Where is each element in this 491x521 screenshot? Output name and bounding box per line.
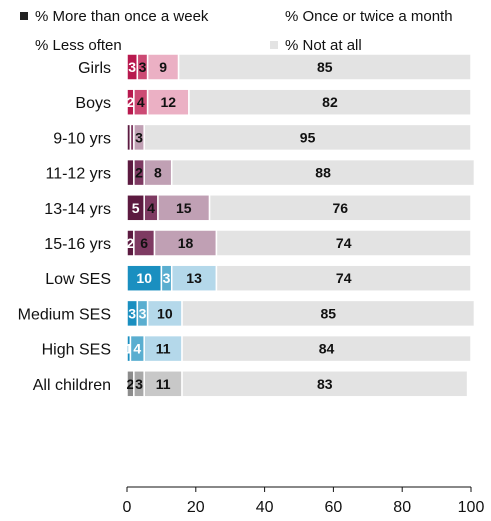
bar-segment <box>188 88 472 116</box>
bar-data-label: 74 <box>336 270 352 286</box>
bar-data-label: 12 <box>160 94 176 110</box>
legend-label-once-or-twice-a-month: % Once or twice a month <box>285 8 453 25</box>
bar-row-boys: 2 4 12 82 <box>126 88 472 116</box>
bar-data-label: 3 <box>135 129 143 145</box>
bar-row-11-12-yrs: 2 8 88 <box>126 158 476 187</box>
bar-row-medium-ses: 3 3 10 85 <box>126 299 476 328</box>
bar-segment <box>170 158 476 187</box>
bar-data-label: 76 <box>332 200 348 216</box>
bar-data-label: 84 <box>319 341 335 357</box>
bar-data-label: 82 <box>322 94 338 110</box>
bar-segment <box>146 53 180 81</box>
bar-data-label: 85 <box>320 305 336 321</box>
legend-label-not-at-all: % Not at all <box>285 37 362 54</box>
bar-data-label: 83 <box>317 376 333 392</box>
bar-data-label: 10 <box>136 270 152 286</box>
bar-data-label: 3 <box>135 376 143 392</box>
bar-data-label: 3 <box>128 305 136 321</box>
category-label-boys: Boys <box>75 95 111 112</box>
bar-row-high-ses: 1 4 11 84 <box>125 334 472 363</box>
bar-row-9-10-yrs: 3 95 <box>126 123 472 152</box>
bar-segment <box>126 158 135 187</box>
bar-data-label: 11 <box>156 376 171 392</box>
bar-data-label: 11 <box>156 341 171 357</box>
bar-data-label: 4 <box>137 94 145 110</box>
bar-data-label: 88 <box>315 165 331 181</box>
bar-row-all-children: 2 3 11 83 <box>126 370 469 398</box>
category-label-9-10-yrs: 9-10 yrs <box>53 130 111 147</box>
bar-row-15-16-yrs: 2 6 18 74 <box>126 229 472 257</box>
category-label-high-ses: High SES <box>42 342 111 359</box>
x-tick-label: 20 <box>187 499 205 516</box>
bar-segment <box>177 53 472 81</box>
bar-row-low-ses: 10 3 13 74 <box>126 264 472 292</box>
legend-label-more-than-once-a-week: % More than once a week <box>35 8 209 25</box>
bar-segment <box>215 264 472 292</box>
legend-label-less-often: % Less often <box>35 37 122 54</box>
x-axis: 0 20 40 60 80 100 <box>123 486 485 516</box>
bar-data-label: 18 <box>178 235 194 251</box>
category-label-medium-ses: Medium SES <box>18 306 111 323</box>
bar-data-label: 4 <box>147 200 155 216</box>
bar-segment <box>181 370 469 398</box>
bar-data-label: 4 <box>133 341 141 357</box>
legend-swatch-more-than-once-a-week <box>20 12 28 20</box>
category-labels: Girls Boys 9-10 yrs 11-12 yrs 13-14 yrs 15-16… <box>18 60 111 394</box>
category-label-low-ses: Low SES <box>45 271 111 288</box>
x-tick-label: 80 <box>393 499 411 516</box>
x-tick-label: 0 <box>123 499 132 516</box>
legend-swatch-once-or-twice-a-month <box>270 12 278 20</box>
bar-data-label: 2 <box>127 235 135 251</box>
legend-swatch-not-at-all <box>270 41 278 49</box>
bar-segment <box>143 158 173 187</box>
bar-segment <box>157 194 211 222</box>
bar-data-label: 3 <box>128 59 136 75</box>
bar-row-girls: 3 3 9 85 <box>126 53 472 81</box>
bar-data-label: 2 <box>127 94 135 110</box>
bar-data-label: 85 <box>317 59 333 75</box>
bar-data-label: 3 <box>139 305 147 321</box>
bar-data-label: 8 <box>154 165 162 181</box>
category-label-all-children: All children <box>33 377 111 394</box>
bar-segment <box>181 299 476 328</box>
bar-data-label: 3 <box>163 270 171 286</box>
x-tick-label: 40 <box>256 499 274 516</box>
bar-segment <box>208 194 472 222</box>
bar-data-label: 2 <box>135 165 143 181</box>
category-label-15-16-yrs: 15-16 yrs <box>44 236 111 253</box>
category-label-13-14-yrs: 13-14 yrs <box>44 201 111 218</box>
bar-data-label: 74 <box>336 235 352 251</box>
bar-segment <box>153 229 218 257</box>
x-tick-label: 60 <box>325 499 343 516</box>
bar-data-label: 1 <box>125 341 133 357</box>
bar-segment <box>170 264 218 292</box>
bar-data-label: 9 <box>159 59 167 75</box>
legend-swatch-less-often <box>20 41 28 49</box>
category-label-girls: Girls <box>78 60 111 77</box>
bar-segment <box>215 229 472 257</box>
category-label-11-12-yrs: 11-12 yrs <box>45 166 111 183</box>
x-tick-label: 100 <box>458 499 485 516</box>
bar-segment <box>181 334 472 363</box>
bar-data-label: 2 <box>127 376 135 392</box>
bar-data-label: 3 <box>139 59 147 75</box>
bar-segment <box>143 123 472 152</box>
bar-segment <box>146 299 183 328</box>
bar-data-label: 13 <box>186 270 202 286</box>
bar-data-label: 95 <box>300 129 316 145</box>
legend: % More than once a week % Once or twice a… <box>20 8 453 54</box>
bar-data-label: 6 <box>140 235 148 251</box>
bar-data-label: 15 <box>176 200 192 216</box>
bar-segment <box>146 88 190 116</box>
bar-row-13-14-yrs: 5 4 15 76 <box>126 194 472 222</box>
bar-data-label: 10 <box>157 305 173 321</box>
bar-data-label: 5 <box>132 200 140 216</box>
